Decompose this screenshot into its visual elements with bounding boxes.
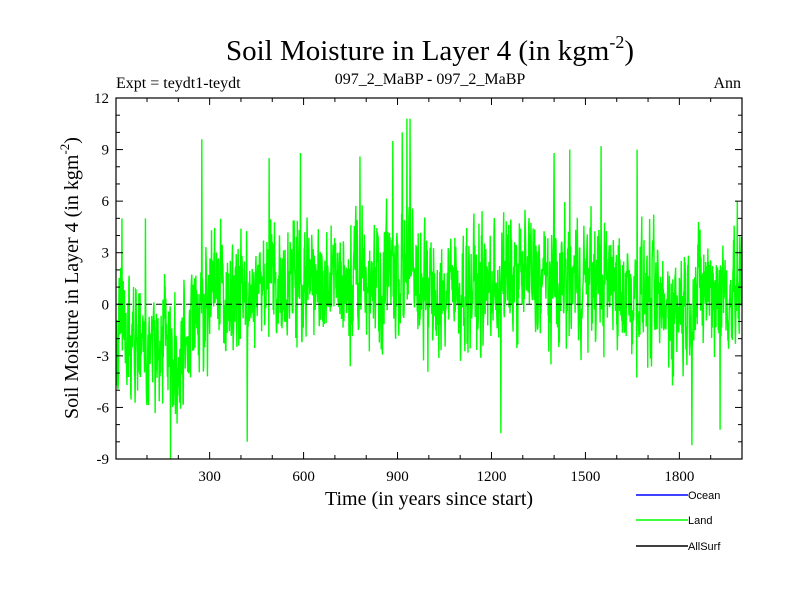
legend: Ocean Land AllSurf: [636, 490, 721, 553]
y-tick-label: 6: [102, 194, 110, 210]
y-tick-label: -6: [97, 400, 110, 416]
x-axis-label: Time (in years since start): [325, 488, 533, 510]
y-tick-label: 0: [102, 297, 110, 313]
y-tick-label: -9: [97, 452, 110, 468]
x-tick-label: 1200: [476, 469, 506, 485]
land-series-line: [116, 118, 742, 459]
y-axis-label-close: ): [61, 137, 83, 144]
chart-title-superscript: -2: [609, 32, 624, 52]
legend-label-ocean: Ocean: [688, 490, 720, 502]
experiment-label: Expt = teydt1-teydt: [116, 75, 241, 92]
chart-title-close: ): [624, 35, 634, 67]
period-label: 097_2_MaBP - 097_2_MaBP: [335, 71, 526, 88]
y-tick-label: 9: [102, 143, 110, 159]
legend-label-allsurf: AllSurf: [688, 541, 721, 553]
season-label: Ann: [713, 75, 741, 92]
y-axis-label: Soil Moisture in Layer 4 (in kgm-2): [57, 137, 83, 419]
chart-title: Soil Moisture in Layer 4 (in kgm-2): [226, 32, 634, 67]
x-tick-label: 1800: [664, 469, 694, 485]
y-tick-label: 12: [94, 91, 109, 107]
y-axis-label-superscript: -2: [57, 144, 72, 155]
x-tick-label: 900: [386, 469, 409, 485]
y-tick-label: -3: [97, 349, 110, 365]
y-tick-label: 3: [102, 246, 110, 262]
plot-area: [115, 97, 743, 460]
y-axis-ticks: -9 -6 -3 0 3 6 9 12: [94, 91, 742, 468]
x-tick-label: 1500: [570, 469, 600, 485]
legend-label-land: Land: [688, 515, 712, 527]
x-tick-label: 600: [292, 469, 315, 485]
x-axis-ticks: 300 600 900 1200 1500 1800: [146, 98, 712, 485]
x-tick-label: 300: [198, 469, 221, 485]
